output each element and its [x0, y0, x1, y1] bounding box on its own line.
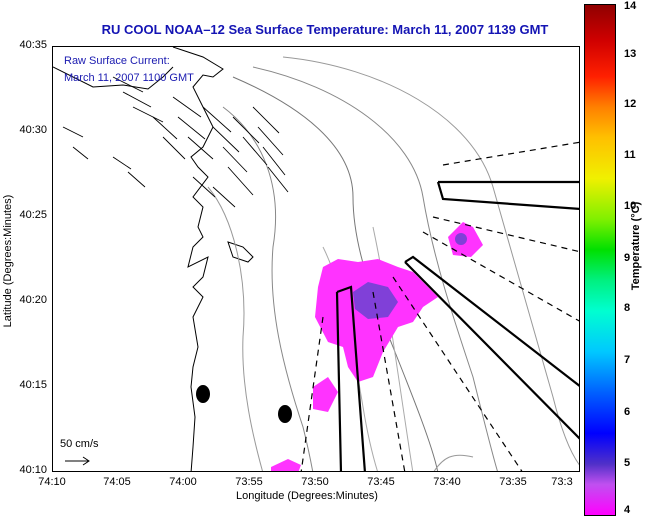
temperature-colorbar — [584, 4, 616, 516]
x-tick-label: 73:3 — [551, 476, 573, 488]
colorbar-tick: 8 — [624, 302, 631, 314]
y-tick-label: 40:35 — [19, 39, 47, 51]
x-tick-label: 74:10 — [38, 476, 66, 488]
colorbar-tick: 10 — [624, 200, 637, 212]
bathy-contour — [252, 66, 498, 471]
map-graphics — [53, 47, 579, 471]
map-title: RU COOL NOAA–12 Sea Surface Temperature:… — [101, 22, 549, 37]
map-plot-area[interactable] — [52, 46, 580, 472]
bathy-contour — [222, 106, 314, 471]
bathy-contour — [433, 454, 474, 471]
bathy-contour — [207, 186, 263, 471]
bay-outline — [53, 66, 174, 90]
sst-offshore-core — [455, 233, 467, 245]
colorbar-tick: 7 — [624, 354, 631, 366]
colorbar-title: Temperature (°C) — [630, 201, 642, 291]
y-tick-label: 40:15 — [19, 379, 47, 391]
sst-bottom-patch — [271, 459, 301, 471]
inlet-outline — [227, 241, 254, 263]
scale-label: 50 cm/s — [60, 438, 99, 450]
x-tick-label: 73:35 — [499, 476, 527, 488]
x-tick-label: 74:00 — [169, 476, 197, 488]
colorbar-tick: 14 — [624, 0, 637, 12]
colorbar-tick: 11 — [624, 149, 636, 161]
colorbar-tick: 9 — [624, 252, 631, 264]
x-tick-label: 73:40 — [433, 476, 461, 488]
y-tick-label: 40:30 — [19, 124, 47, 136]
x-tick-label: 74:05 — [103, 476, 131, 488]
x-tick-label: 73:55 — [235, 476, 263, 488]
scale-arrow — [65, 456, 90, 466]
x-tick-label: 73:45 — [367, 476, 395, 488]
station-marker — [196, 385, 210, 403]
coastline — [172, 47, 224, 471]
y-axis-title: Latitude (Degrees:Minutes) — [2, 194, 14, 328]
y-tick-label: 40:20 — [19, 294, 47, 306]
sst-south-patch — [313, 377, 338, 412]
x-axis-title: Longitude (Degrees:Minutes) — [236, 490, 378, 502]
bathy-contour — [372, 226, 414, 471]
colorbar-tick: 6 — [624, 406, 631, 418]
bathy-contour — [232, 76, 439, 471]
bathy-contour — [282, 56, 579, 466]
colorbar-tick: 5 — [624, 457, 631, 469]
x-tick-label: 73:50 — [301, 476, 329, 488]
y-tick-label: 40:25 — [19, 209, 47, 221]
colorbar-tick: 12 — [624, 98, 637, 110]
colorbar-tick: 4 — [624, 504, 631, 516]
zone-lines — [300, 141, 579, 471]
current-vectors — [62, 76, 289, 208]
current-note-line1: Raw Surface Current: — [64, 55, 170, 67]
y-tick-label: 40:10 — [19, 464, 47, 476]
station-marker — [278, 405, 292, 423]
sst-core-patch — [353, 282, 398, 319]
colorbar-tick: 13 — [624, 48, 637, 60]
current-note-line2: March 11, 2007 1100 GMT — [64, 72, 194, 84]
